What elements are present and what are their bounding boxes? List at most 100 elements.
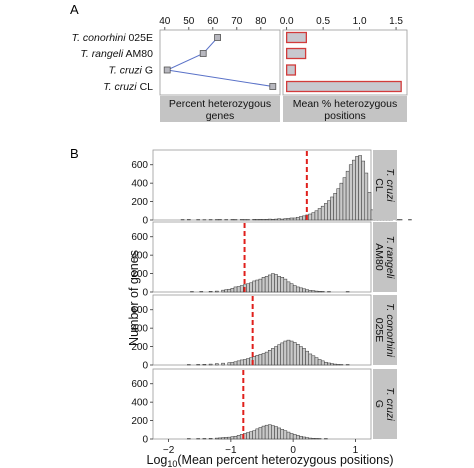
a-right-bar-2	[285, 64, 297, 76]
histogram-bar	[274, 426, 278, 440]
facet-strip	[373, 150, 397, 220]
histogram-bar	[271, 273, 275, 293]
histogram-bar	[224, 289, 228, 293]
histogram-bar	[361, 160, 366, 221]
row-label-3: T. cruzi CL	[103, 81, 153, 93]
histogram-bar	[342, 177, 347, 221]
panel-a-right-strip	[283, 96, 407, 122]
facet-strip-strain: G	[373, 400, 385, 408]
facet-strip-strain: AM80	[373, 243, 385, 271]
histogram-bar	[283, 340, 288, 366]
histogram-bar	[208, 438, 213, 440]
histogram-bar	[280, 218, 285, 221]
histogram-bar	[308, 437, 313, 440]
histogram-bar	[352, 159, 356, 221]
histogram-bar	[333, 193, 337, 221]
histogram-bar	[345, 170, 350, 221]
row-label-species: T. rangeli	[80, 48, 123, 60]
histogram-bar	[292, 342, 297, 366]
histogram-bar	[317, 359, 322, 366]
histogram-bar	[255, 219, 260, 221]
histogram-bar	[246, 432, 250, 440]
histogram-bar	[264, 276, 269, 293]
histogram-bar	[302, 436, 306, 440]
histogram-bar	[261, 219, 266, 221]
histogram-bar	[327, 200, 331, 221]
panel-a-right-marks	[285, 31, 402, 93]
histogram-bar	[255, 355, 260, 366]
histogram-bar	[208, 363, 213, 366]
histogram-bar	[280, 342, 285, 366]
histogram-bar	[314, 357, 319, 366]
histogram-bar	[218, 219, 222, 221]
histogram-bar	[252, 280, 257, 293]
facet-strip	[373, 222, 397, 292]
facet-strip	[373, 295, 397, 365]
facet-y-tick-label: 600	[131, 160, 148, 171]
panel-b-x-axis-title: Log10(Mean percent heterozygous position…	[147, 453, 394, 468]
facet-strip-strain: CL	[373, 178, 385, 192]
histogram-bar	[258, 278, 263, 293]
histogram-bar	[296, 286, 300, 293]
histogram-bar	[299, 346, 303, 366]
histogram-bar	[236, 435, 241, 440]
histogram-bar	[320, 205, 325, 221]
histogram-bar	[302, 215, 306, 221]
row-label-strain: 025E	[126, 32, 153, 44]
histogram-bar	[230, 288, 235, 293]
row-label-species: T. conorhini	[72, 32, 127, 44]
facet-3: 0 200 400 600 T. cruziG	[131, 368, 397, 446]
histogram-bar	[221, 362, 225, 366]
a-left-tick-label: 80	[255, 16, 267, 27]
facet-strip-label: T. rangeliAM80	[373, 236, 396, 279]
histogram-bar	[215, 290, 219, 293]
a-left-tick-label: 50	[183, 16, 195, 27]
facet-y-tick-label: 0	[142, 361, 148, 372]
histogram-bar	[187, 219, 191, 221]
histogram-bar	[271, 348, 275, 366]
histogram-bar	[296, 435, 300, 440]
panel-b-y-axis-title: Number of genes	[127, 250, 141, 346]
histogram-bar	[230, 362, 235, 366]
facet-y-tick-label: 400	[131, 324, 148, 335]
facet-y-tick-label: 400	[131, 251, 148, 262]
histogram-bar	[233, 286, 238, 293]
histogram-bar	[255, 279, 260, 293]
histogram-bar	[292, 217, 297, 221]
histogram-bar	[302, 348, 306, 366]
facet-strip-species: T. cruzi	[384, 387, 396, 421]
histogram-bar	[286, 339, 291, 366]
panel-a-letter: A	[70, 2, 79, 17]
facet-strip-label: T. cruziG	[373, 387, 396, 421]
histogram-bar	[224, 437, 228, 440]
histogram-bar	[252, 430, 257, 440]
a-left-tick-label: 60	[207, 16, 219, 27]
histogram-bar	[246, 283, 250, 293]
histogram-bar	[261, 277, 266, 293]
histogram-bar	[283, 278, 288, 293]
histogram-bar	[302, 288, 306, 293]
histogram-bar	[255, 428, 260, 440]
facet-y-tick-label: 400	[131, 179, 148, 190]
facet-y-tick-label: 200	[131, 269, 148, 280]
x-title-prefix: Log	[147, 453, 168, 467]
panel-b-x-axis: −2 −1 0 1	[163, 439, 359, 456]
histogram-bar	[258, 427, 263, 440]
row-label-strain: CL	[137, 81, 154, 93]
histogram-bar	[311, 212, 316, 221]
histogram-bar	[202, 438, 207, 440]
panel-a-left-strip-label-line-1: Percent heterozygous	[169, 98, 271, 110]
facet-y-tick-label: 600	[131, 232, 148, 243]
histogram-bar	[202, 364, 207, 366]
row-label-species: T. cruzi	[103, 81, 137, 93]
histogram-bar	[339, 182, 344, 221]
facet-2: 0 200 400 600 T. conorhini025E	[131, 294, 397, 372]
b-x-tick-label: 0	[290, 445, 296, 456]
histogram-bar	[267, 424, 272, 440]
histogram-bar	[227, 436, 232, 440]
facet-strip-species: T. rangeli	[384, 236, 396, 279]
histogram-bar	[274, 346, 278, 366]
row-label-strain: G	[142, 65, 153, 77]
